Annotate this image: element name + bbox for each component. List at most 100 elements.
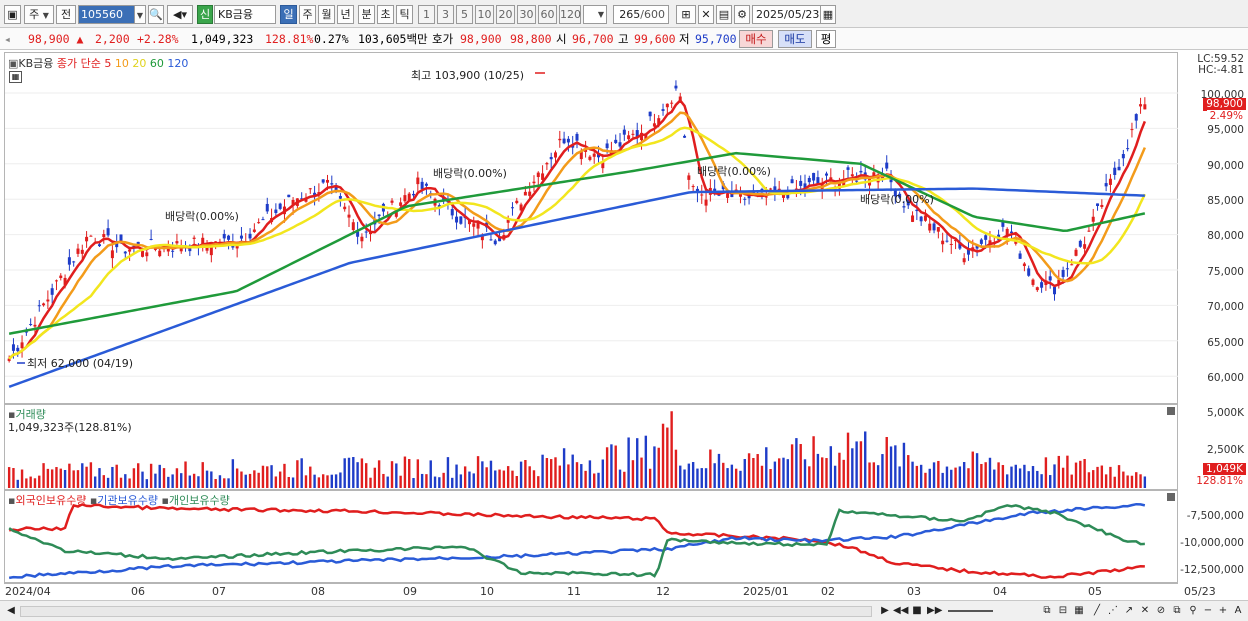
date-field[interactable]: 2025/05/23 xyxy=(752,5,822,24)
candle-body xyxy=(777,188,781,191)
interval-3[interactable]: 3 xyxy=(437,5,454,24)
interval-60[interactable]: 60 xyxy=(538,5,557,24)
ma-line-120 xyxy=(8,187,1145,388)
fan-tool-icon[interactable]: ⋰ xyxy=(1108,605,1118,616)
interval-10[interactable]: 10 xyxy=(475,5,494,24)
trend-tool-icon[interactable]: ↗ xyxy=(1124,605,1134,616)
search-icon[interactable]: 🔍 xyxy=(148,5,164,24)
prev-button[interactable]: 전 xyxy=(56,5,76,24)
volume-bar xyxy=(481,461,484,488)
rewind-icon[interactable]: ◀◀ xyxy=(893,605,909,616)
volume-bar xyxy=(773,461,777,488)
price-chart-canvas[interactable] xyxy=(5,53,1179,403)
font-size-icon[interactable]: A xyxy=(1234,605,1242,616)
erase-icon[interactable]: ⊘ xyxy=(1156,605,1166,616)
candle-body xyxy=(717,194,721,196)
calendar-icon[interactable]: ▦ xyxy=(820,5,836,24)
candle-body xyxy=(932,223,936,231)
sell-button[interactable]: 매도 xyxy=(778,30,812,48)
table-icon[interactable]: ▦ xyxy=(9,71,22,83)
scroll-right-icon[interactable]: ▶ xyxy=(881,605,889,616)
volume-bar xyxy=(868,462,871,488)
volume-bar xyxy=(93,476,97,488)
volume-bar xyxy=(1126,475,1129,488)
panel-close-icon[interactable] xyxy=(1167,493,1175,501)
volume-bar xyxy=(851,448,854,488)
tab-minute[interactable]: 분 xyxy=(358,5,375,24)
gear-icon[interactable]: ⚙ xyxy=(734,5,750,24)
code-dropdown-icon[interactable]: ▼ xyxy=(134,5,146,24)
volume-bar xyxy=(519,461,523,488)
hc-label: HC:-4.81 xyxy=(1198,64,1244,76)
price-chart-panel[interactable]: ▣KB금융 종가 단순 5 10 20 60 120 ▦ 최고 103,900 … xyxy=(4,52,1179,404)
volume-bar xyxy=(145,479,149,488)
interval-20[interactable]: 20 xyxy=(496,5,515,24)
draw-icon[interactable]: ✕ xyxy=(698,5,714,24)
interval-1[interactable]: 1 xyxy=(418,5,435,24)
tab-day[interactable]: 일 xyxy=(280,5,297,24)
tab-month[interactable]: 월 xyxy=(318,5,335,24)
count-input[interactable]: 265/600 xyxy=(613,5,669,24)
buy-button[interactable]: 매수 xyxy=(739,30,773,48)
grid-icon[interactable]: ⊞ xyxy=(676,5,696,24)
line-tool-icon[interactable]: ╱ xyxy=(1093,605,1101,616)
volume-bar xyxy=(360,458,364,488)
zoom-icon[interactable]: ⚲ xyxy=(1189,605,1197,616)
candle-body xyxy=(235,245,239,249)
cross-tool-icon[interactable]: ✕ xyxy=(1140,605,1150,616)
scroll-left-icon[interactable]: ◀ xyxy=(7,605,15,616)
volume-bar xyxy=(631,460,635,488)
scroll-left-icon[interactable]: ◂ xyxy=(4,32,11,46)
tab-year[interactable]: 년 xyxy=(337,5,354,24)
candle-body xyxy=(338,195,342,199)
tab-week[interactable]: 주 xyxy=(299,5,316,24)
y-tick: 5,000K xyxy=(1207,407,1244,419)
period-select[interactable]: 주 ▼ xyxy=(24,5,54,24)
stock-code-input[interactable]: 105560 xyxy=(78,5,136,24)
candle-body xyxy=(377,214,381,217)
tab-tick[interactable]: 틱 xyxy=(396,5,413,24)
candle-body xyxy=(119,234,123,241)
window-icon[interactable]: ⧉ xyxy=(1173,605,1181,616)
zoom-slider[interactable] xyxy=(948,610,993,612)
holding-line-foreign xyxy=(8,503,1145,579)
volume-bar xyxy=(141,471,144,488)
speaker-icon[interactable]: ◀▾ xyxy=(167,5,193,24)
fast-forward-icon[interactable]: ▶▶ xyxy=(927,605,943,616)
save-icon[interactable]: ▤ xyxy=(716,5,732,24)
volume-bar xyxy=(756,454,759,488)
candle-body xyxy=(360,236,364,242)
candle-body xyxy=(837,181,841,189)
volume-bar xyxy=(1083,459,1086,488)
price-axis: LC:59.52 HC:-4.81 100,000 95,000 90,000 … xyxy=(1178,52,1248,404)
interval-custom-input[interactable]: ▼ xyxy=(583,5,607,24)
candle-body xyxy=(106,228,110,236)
zoom-out-icon[interactable]: − xyxy=(1203,605,1213,616)
holdings-chart-canvas[interactable] xyxy=(5,491,1179,582)
holdings-panel[interactable]: ▪외국인보유수량 ▪기관보유수량 ▪개인보유수량 xyxy=(4,490,1178,583)
candle-body xyxy=(984,235,988,240)
layout-icon[interactable]: ⊟ xyxy=(1058,605,1068,616)
stock-name-field[interactable]: KB금융 xyxy=(214,5,276,24)
tab-second[interactable]: 초 xyxy=(377,5,394,24)
interval-30[interactable]: 30 xyxy=(517,5,536,24)
volume-bar xyxy=(567,464,570,488)
stop-icon[interactable]: ■ xyxy=(912,605,922,616)
candle-body xyxy=(1134,114,1138,121)
horizontal-scrollbar[interactable] xyxy=(20,606,872,617)
interval-5[interactable]: 5 xyxy=(456,5,473,24)
window-icon[interactable]: ▣ xyxy=(4,5,21,24)
eval-button[interactable]: 평 xyxy=(816,30,836,48)
panel-close-icon[interactable] xyxy=(1167,407,1175,415)
volume-chart-canvas[interactable] xyxy=(5,405,1179,489)
zoom-in-icon[interactable]: + xyxy=(1218,605,1228,616)
volume-bar xyxy=(373,467,377,488)
copy-icon[interactable]: ⧉ xyxy=(1043,605,1051,616)
interval-120[interactable]: 120 xyxy=(559,5,581,24)
volume-panel[interactable]: ▪거래량 1,049,323주(128.81%) xyxy=(4,404,1178,490)
volume-bar xyxy=(803,459,807,488)
candle-body xyxy=(614,139,618,144)
candle-body xyxy=(674,85,678,89)
candle-body xyxy=(394,211,398,217)
table-icon[interactable]: ▦ xyxy=(1074,605,1084,616)
